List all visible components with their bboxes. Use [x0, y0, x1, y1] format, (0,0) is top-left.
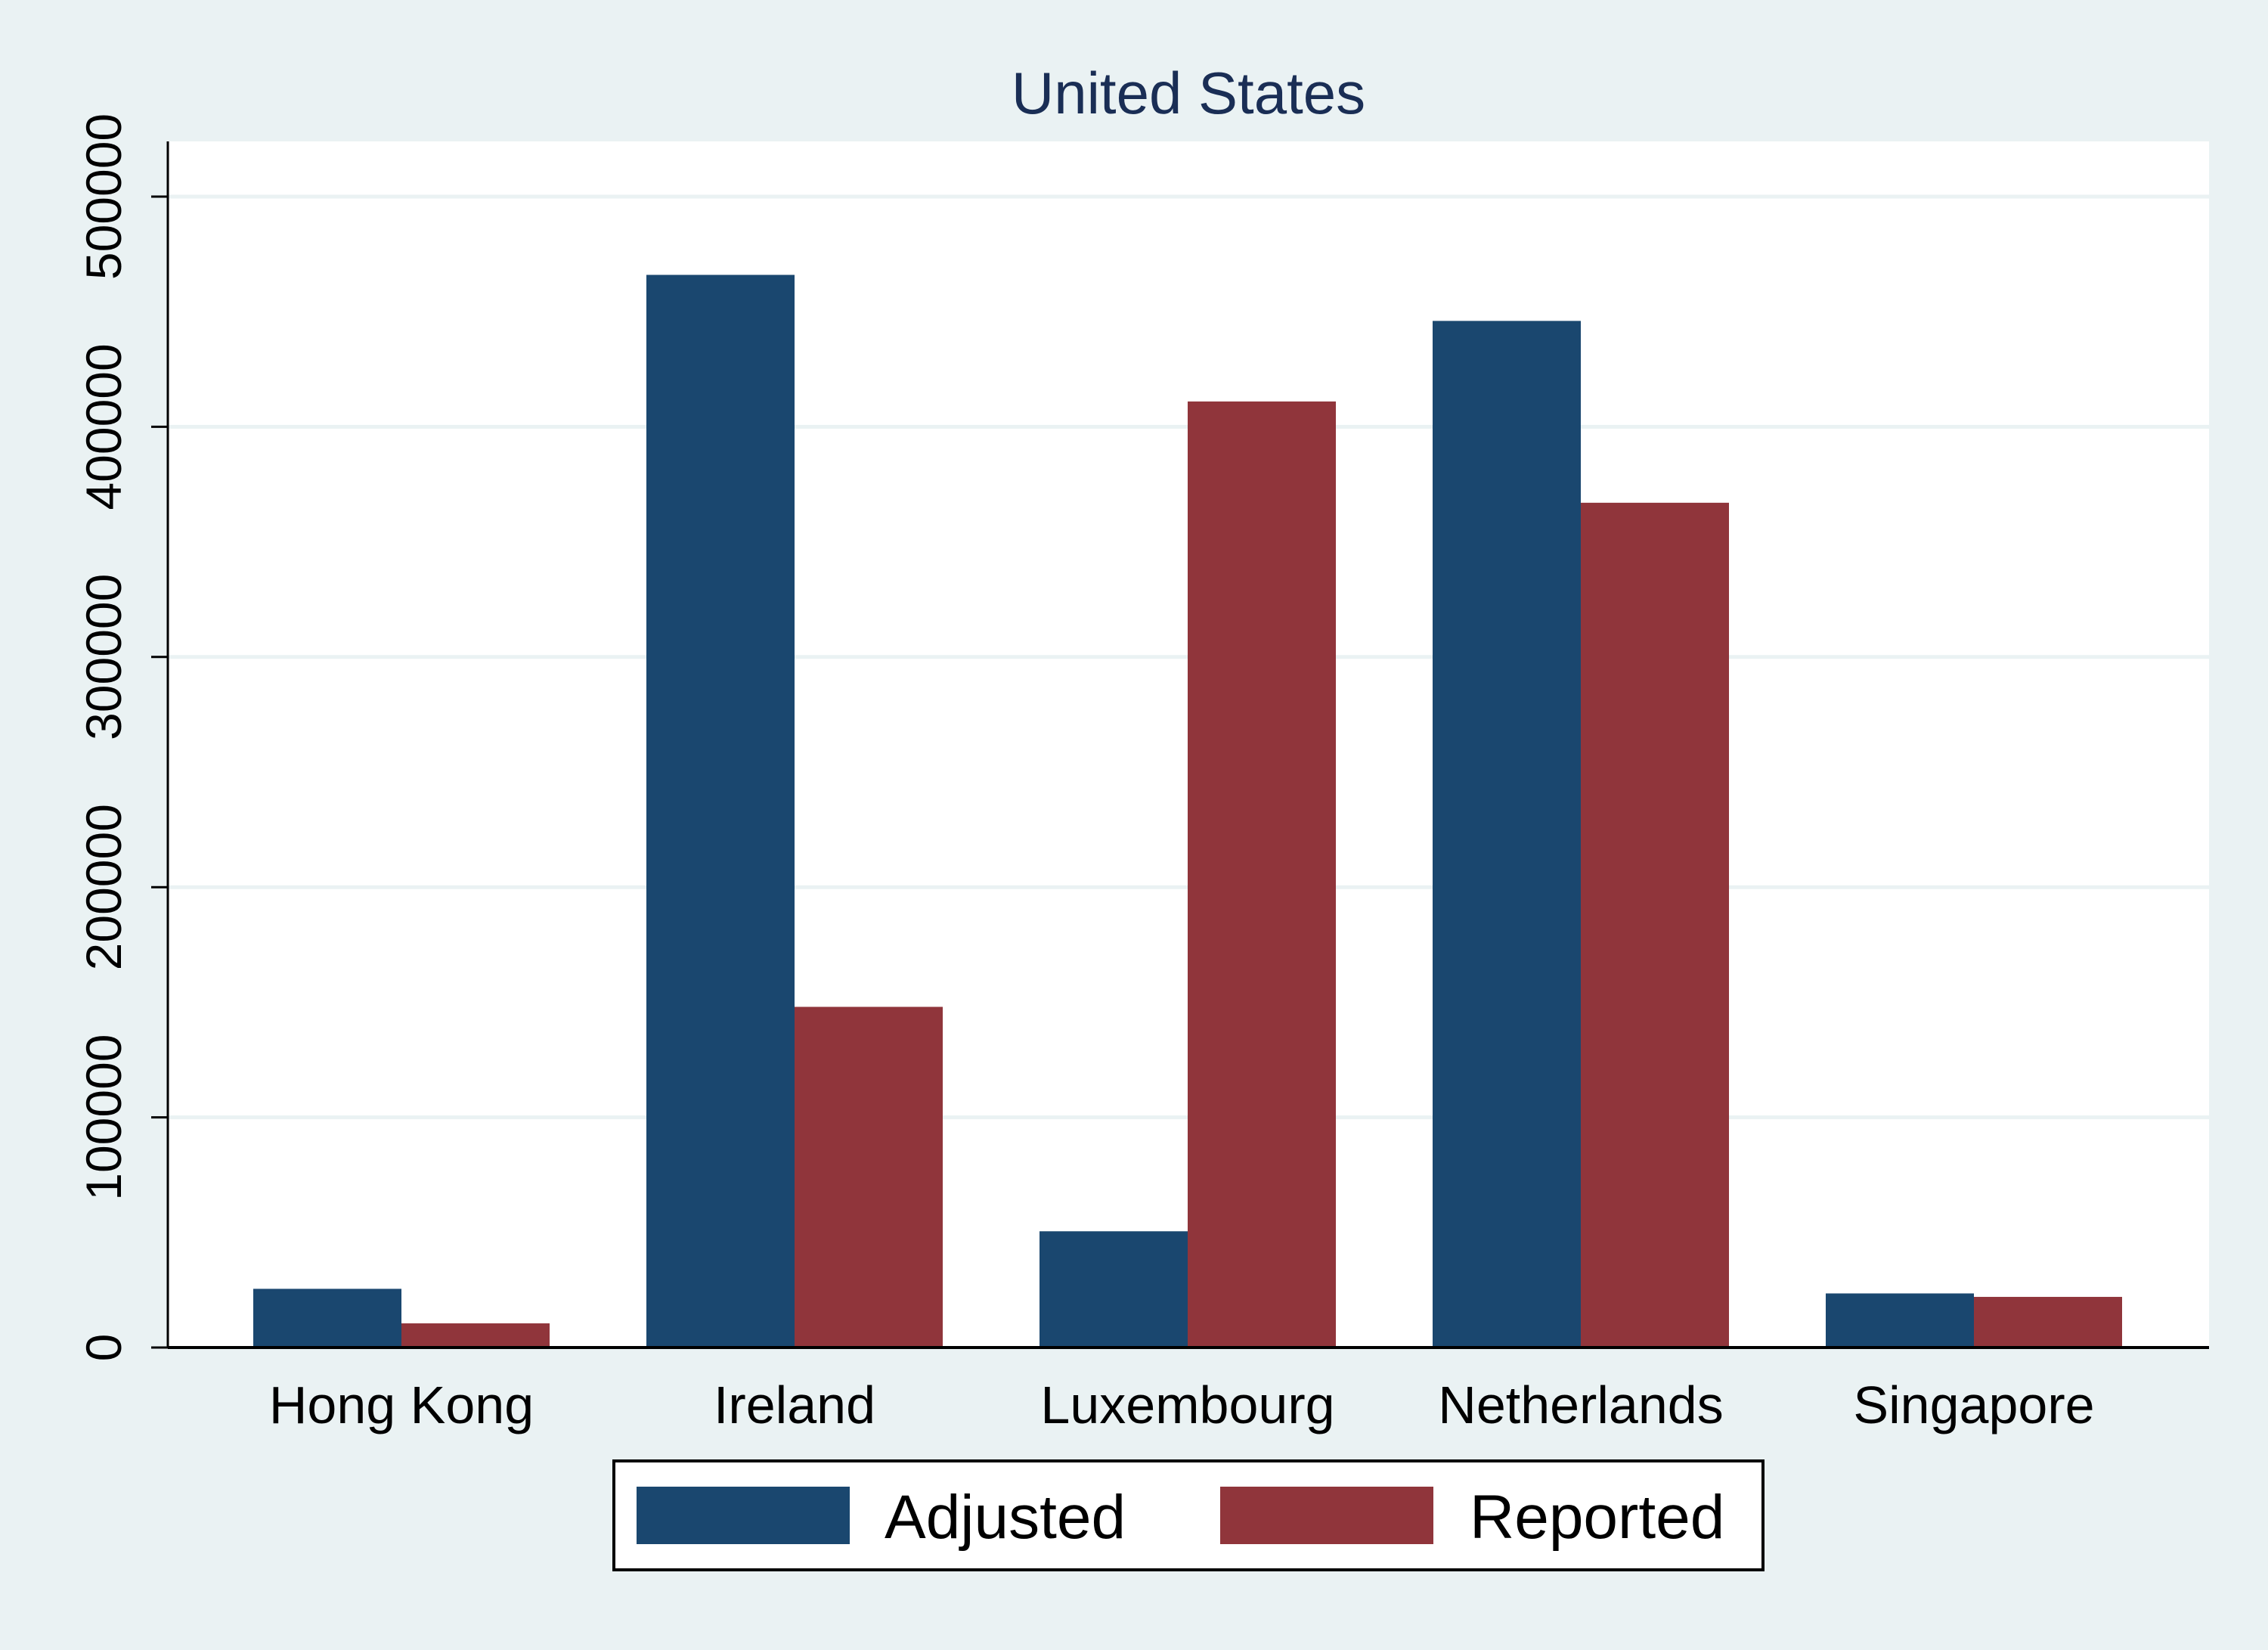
- y-tick-label: 0: [76, 1334, 132, 1362]
- legend-label-reported: Reported: [1470, 1483, 1724, 1552]
- bar-adjusted-netherlands: [1433, 321, 1581, 1348]
- legend-swatch-reported: [1220, 1487, 1433, 1544]
- x-tick-label: Singapore: [1853, 1376, 2094, 1434]
- bar-adjusted-ireland: [646, 274, 795, 1348]
- bar-reported-hong-kong: [401, 1323, 550, 1348]
- y-axis-ticks: 0 100000 200000 300000 400000 500000: [76, 113, 168, 1361]
- x-tick-label: Netherlands: [1438, 1376, 1723, 1434]
- bar-reported-ireland: [795, 1006, 943, 1348]
- axes: [166, 141, 2209, 1349]
- y-tick-label: 100000: [76, 1034, 132, 1200]
- bar-adjusted-luxembourg: [1040, 1231, 1188, 1348]
- bar-adjusted-singapore: [1826, 1293, 1974, 1348]
- legend: Adjusted Reported: [612, 1459, 1765, 1571]
- y-tick-label: 400000: [76, 343, 132, 510]
- legend-swatch-adjusted: [637, 1487, 850, 1544]
- bar-reported-netherlands: [1581, 502, 1729, 1348]
- chart-title: United States: [1012, 60, 1365, 126]
- x-tick-label: Hong Kong: [269, 1376, 534, 1434]
- y-tick-label: 300000: [76, 574, 132, 740]
- x-tick-label: Luxembourg: [1040, 1376, 1334, 1434]
- bar-reported-singapore: [1974, 1297, 2122, 1348]
- x-axis-ticks: Hong Kong Ireland Luxembourg Netherlands Sin…: [269, 1376, 2095, 1434]
- bars: [253, 274, 2122, 1348]
- y-tick-label: 200000: [76, 804, 132, 970]
- bar-adjusted-hong-kong: [253, 1289, 401, 1348]
- legend-label-adjusted: Adjusted: [885, 1483, 1126, 1552]
- bar-reported-luxembourg: [1188, 401, 1336, 1348]
- x-tick-label: Ireland: [714, 1376, 875, 1434]
- y-tick-label: 500000: [76, 113, 132, 280]
